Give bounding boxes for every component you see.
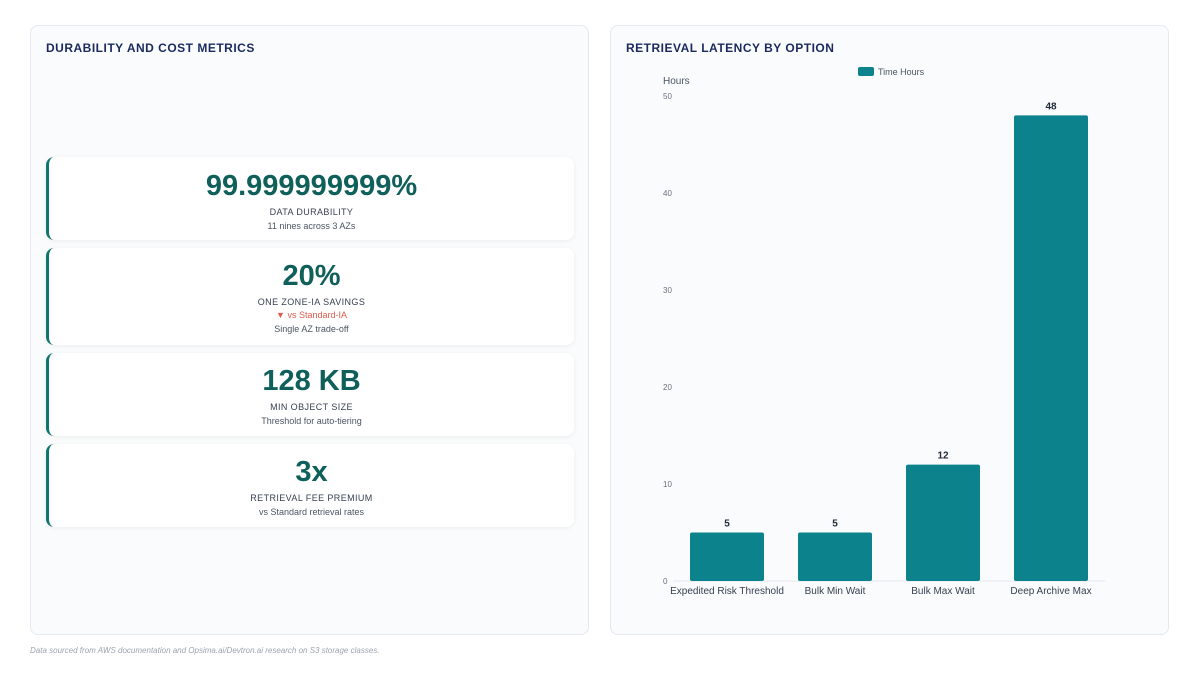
chart-title: RETRIEVAL LATENCY BY OPTION <box>626 41 835 55</box>
bar-value-label: 5 <box>832 519 838 530</box>
footer-note: Data sourced from AWS documentation and … <box>30 646 380 655</box>
metric-value: 128 KB <box>262 365 361 397</box>
bar-value-label: 5 <box>724 519 730 530</box>
y-tick-label: 30 <box>663 286 672 295</box>
bar-value-label: 48 <box>1045 101 1057 112</box>
metric-card-durability: 99.999999999% DATA DURABILITY 11 nines a… <box>46 157 574 240</box>
metric-card-object-size: 128 KB MIN OBJECT SIZE Threshold for aut… <box>46 353 574 436</box>
metric-value: 3x <box>295 456 328 488</box>
metrics-panel: DURABILITY AND COST METRICS 99.999999999… <box>30 25 589 635</box>
metric-delta: ▼ vs Standard-IA <box>276 310 347 320</box>
metric-sub: 11 nines across 3 AZs <box>267 221 356 231</box>
y-tick-label: 40 <box>663 189 672 198</box>
bar-4 <box>1014 115 1088 582</box>
x-category-label: Expedited Risk Threshold <box>670 586 784 597</box>
y-tick-label: 10 <box>663 480 672 489</box>
metric-label: MIN OBJECT SIZE <box>270 402 353 412</box>
legend-label: Time Hours <box>878 67 925 77</box>
y-tick-label: 20 <box>663 383 672 392</box>
bar-3 <box>906 464 980 581</box>
y-axis-title: Hours <box>663 76 690 87</box>
metric-value: 20% <box>282 260 341 292</box>
y-tick-label: 0 <box>663 577 668 586</box>
y-axis-ticks: 0 10 20 30 40 50 <box>663 92 672 586</box>
metric-sub: Threshold for auto-tiering <box>261 416 362 426</box>
metric-sub: Single AZ trade-off <box>274 324 349 334</box>
bar-1 <box>690 532 764 581</box>
latency-bar-chart: Time Hours Hours 0 10 20 30 40 50 5 Expedited … <box>663 67 1105 597</box>
metric-label: ONE ZONE-IA SAVINGS <box>257 297 366 307</box>
metric-label: RETRIEVAL FEE PREMIUM <box>250 493 373 503</box>
metric-card-fee-premium: 3x RETRIEVAL FEE PREMIUM vs Standard ret… <box>46 444 574 527</box>
latency-chart-panel: RETRIEVAL LATENCY BY OPTION Time Hours H… <box>610 25 1169 635</box>
metric-card-savings: 20% ONE ZONE-IA SAVINGS ▼ vs Standard-IA… <box>46 248 574 345</box>
bar-2 <box>798 532 872 581</box>
bar-value-label: 12 <box>937 451 949 462</box>
x-category-label: Bulk Max Wait <box>911 586 975 597</box>
metric-label: DATA DURABILITY <box>269 207 354 217</box>
bars-group: 5 Expedited Risk Threshold 5 Bulk Min Wait 1… <box>670 101 1091 597</box>
metric-value: 99.999999999% <box>205 170 418 202</box>
metric-sub: vs Standard retrieval rates <box>258 507 365 517</box>
legend-swatch <box>858 67 874 76</box>
metrics-panel-title: DURABILITY AND COST METRICS <box>46 41 255 55</box>
y-tick-label: 50 <box>663 92 672 101</box>
x-category-label: Deep Archive Max <box>1010 586 1091 597</box>
x-category-label: Bulk Min Wait <box>805 586 866 597</box>
